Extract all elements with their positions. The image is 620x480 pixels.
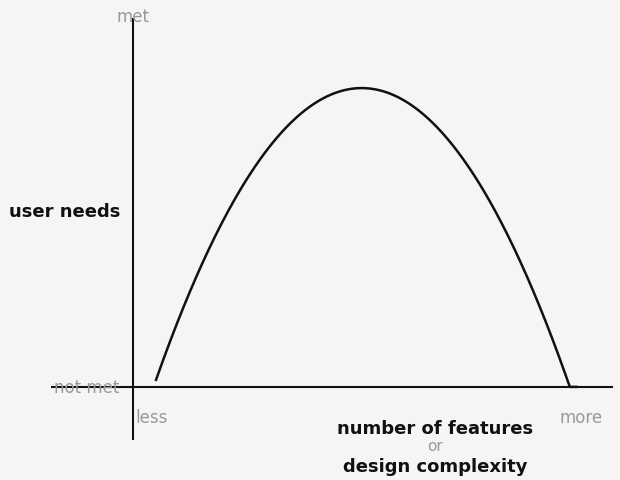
Text: design complexity: design complexity bbox=[343, 457, 527, 475]
Text: number of features: number of features bbox=[337, 419, 533, 437]
Text: less: less bbox=[135, 408, 167, 426]
Text: more: more bbox=[559, 408, 603, 426]
Text: not met: not met bbox=[54, 378, 120, 396]
Text: met: met bbox=[117, 8, 149, 26]
Text: or: or bbox=[427, 438, 443, 453]
Text: user needs: user needs bbox=[9, 203, 120, 221]
